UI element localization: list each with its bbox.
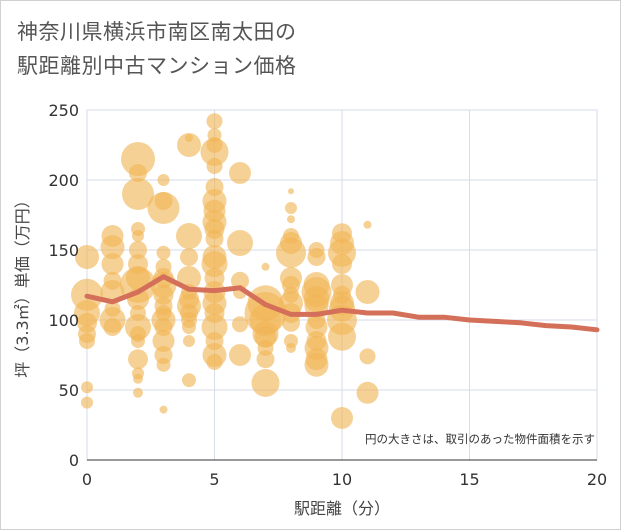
bubble-point [133, 373, 143, 384]
bubble-point [229, 162, 251, 184]
y-tick-label: 50 [59, 381, 79, 400]
y-tick-label: 200 [48, 171, 79, 190]
x-tick-label: 5 [209, 470, 219, 489]
bubble-point [176, 223, 202, 249]
bubble-point [152, 330, 175, 352]
bubble-point [282, 313, 300, 332]
y-tick-label: 150 [48, 241, 79, 260]
bubble-point [128, 349, 148, 370]
x-tick-label: 0 [82, 470, 92, 489]
bubble-point [122, 178, 154, 210]
average-price-line [84, 274, 600, 333]
bubble-point [205, 229, 224, 248]
bubble-point [129, 241, 147, 259]
title-line-1: 神奈川県横浜市南区南太田の [17, 20, 297, 44]
bubble-point [79, 333, 95, 349]
bubble-point [157, 174, 170, 186]
chart-title: 神奈川県横浜市南区南太田の 駅距離別中古マンション価格 [17, 15, 297, 83]
bubble-point [100, 235, 125, 260]
y-tick-label: 0 [69, 451, 79, 470]
bubble-point [288, 188, 294, 195]
bubble-point [182, 320, 196, 334]
bubble-point [363, 220, 372, 229]
bubble-point [304, 352, 329, 377]
bubble-point [132, 230, 144, 242]
y-axis-label: 坪（3.3㎡）単価（万円） [13, 192, 32, 377]
bubble-point [156, 245, 171, 260]
bubble-point [121, 142, 155, 176]
bubble-point [131, 334, 145, 348]
bubble-point [276, 237, 306, 268]
y-tick-label: 250 [48, 101, 79, 120]
bubble-point [286, 343, 296, 353]
bubble-point [227, 230, 253, 256]
bubble-point [129, 164, 147, 182]
bubble-point [156, 357, 171, 372]
bubble-point [182, 373, 196, 388]
bubble-point [147, 192, 180, 224]
bubble-point [200, 138, 229, 166]
x-axis-label: 駅距離（分） [294, 499, 390, 518]
bubble-point [285, 202, 297, 214]
bubble-point [256, 350, 275, 369]
bubble-point [332, 254, 352, 274]
bubble-point [183, 335, 195, 347]
trend-line-layer [84, 274, 600, 333]
bubble-point [305, 316, 328, 338]
y-tick-label: 100 [48, 311, 79, 330]
bubble-point [231, 271, 249, 290]
x-tick-label: 20 [587, 470, 607, 489]
bubble-point [359, 348, 376, 365]
bubble-point [75, 245, 99, 269]
bubble-point [229, 344, 251, 366]
bubble-point [201, 314, 228, 340]
bubble-point [206, 113, 223, 130]
bubble-point [81, 396, 93, 409]
bubble-point [159, 405, 168, 414]
bubble-point [356, 381, 379, 404]
bubble-point [331, 407, 353, 429]
bubble-point [261, 262, 270, 271]
x-tick-label: 15 [459, 470, 479, 489]
bubble-point [133, 387, 143, 398]
title-line-2: 駅距離別中古マンション価格 [17, 54, 297, 78]
bubble-point [177, 133, 201, 157]
size-legend-note: 円の大きさは、取引のあった物件面積を示す [365, 432, 595, 446]
bubble-point [206, 354, 223, 370]
bubble-point [101, 253, 124, 275]
bubble-point [355, 280, 380, 304]
bubble-point [103, 318, 122, 336]
bubble-point [180, 248, 198, 266]
bubble-point [81, 381, 93, 394]
bubble-point [328, 322, 356, 351]
bubble-point [251, 369, 280, 397]
bubble-point [307, 248, 326, 266]
x-tick-label: 10 [332, 470, 352, 489]
bubble-point [206, 158, 223, 174]
bubble-point [232, 316, 248, 333]
bubble-point [287, 215, 295, 224]
